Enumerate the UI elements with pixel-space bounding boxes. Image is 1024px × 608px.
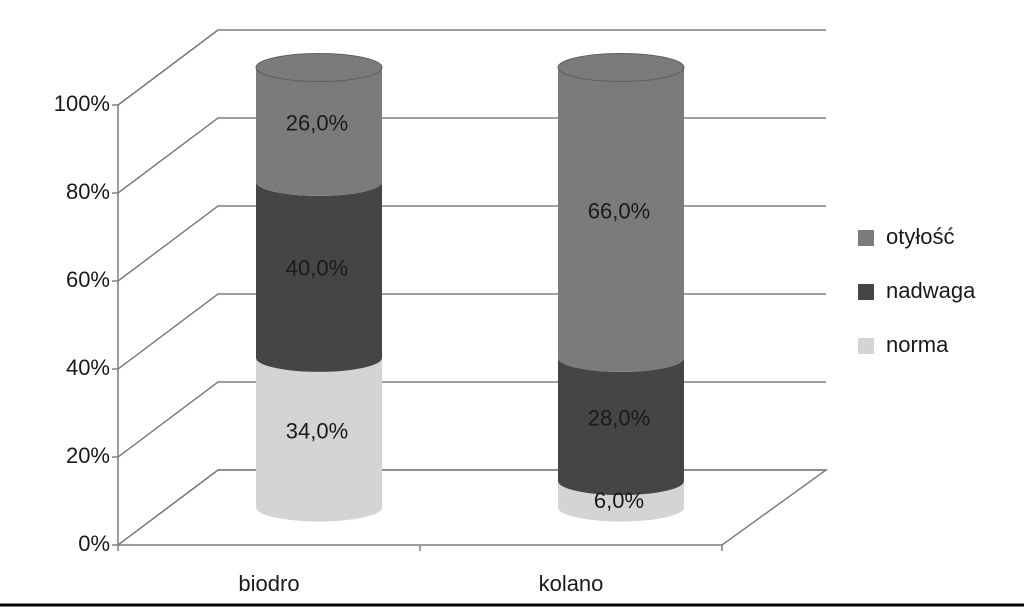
cylinder-top bbox=[557, 53, 685, 82]
y-tick-label: 40% bbox=[66, 355, 110, 380]
y-tick-label: 60% bbox=[66, 267, 110, 292]
y-tick-label: 20% bbox=[66, 443, 110, 468]
grid-line bbox=[117, 205, 826, 282]
grid-line bbox=[117, 29, 826, 106]
x-tick-label: biodro bbox=[238, 571, 299, 596]
grid-line bbox=[117, 117, 826, 194]
value-label: 6,0% bbox=[594, 488, 644, 513]
cylinder-segment bbox=[558, 67, 685, 372]
cylinder-segment bbox=[256, 67, 382, 196]
y-tick-label: 0% bbox=[78, 531, 110, 556]
value-label: 66,0% bbox=[588, 199, 650, 224]
legend-label: otyłość bbox=[886, 224, 954, 249]
cylinder-segment bbox=[256, 181, 382, 372]
grid-line bbox=[117, 381, 826, 458]
value-label: 26,0% bbox=[286, 111, 348, 136]
legend-swatch bbox=[858, 230, 874, 246]
grid-line bbox=[117, 469, 826, 546]
y-tick-label: 100% bbox=[54, 91, 110, 116]
value-label: 28,0% bbox=[588, 405, 650, 430]
cylinder-segment bbox=[558, 357, 685, 496]
legend-label: norma bbox=[886, 332, 949, 357]
side-wall bbox=[117, 29, 219, 545]
y-tick-label: 80% bbox=[66, 179, 110, 204]
cylinder-top bbox=[255, 53, 383, 82]
cylinder-segment bbox=[558, 481, 685, 522]
legend-label: nadwaga bbox=[886, 278, 976, 303]
legend-swatch bbox=[858, 284, 874, 300]
floor bbox=[117, 469, 829, 546]
value-label: 34,0% bbox=[286, 419, 348, 444]
x-tick-label: kolano bbox=[539, 571, 604, 596]
value-label: 40,0% bbox=[286, 256, 348, 281]
cylinder-segment bbox=[256, 357, 382, 522]
legend-swatch bbox=[858, 338, 874, 354]
grid-line bbox=[117, 293, 826, 370]
